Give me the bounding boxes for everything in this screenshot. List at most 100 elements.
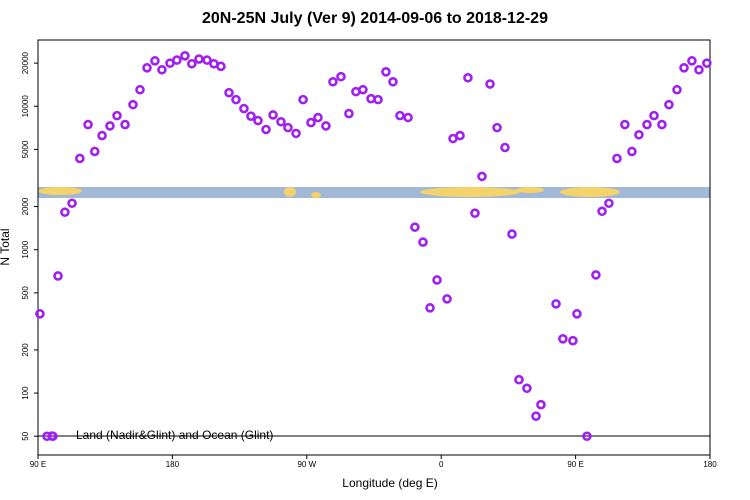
point — [97, 130, 107, 141]
point — [321, 121, 331, 131]
point — [612, 153, 622, 164]
point — [142, 63, 152, 73]
point — [664, 99, 674, 110]
x-tick-label: 90 E — [30, 460, 46, 469]
point — [358, 84, 368, 95]
point — [216, 61, 226, 72]
point — [634, 129, 644, 140]
point — [128, 99, 138, 110]
point — [442, 294, 452, 304]
x-tick-label: 90 W — [297, 460, 316, 469]
point — [642, 119, 652, 130]
point — [83, 119, 93, 130]
point — [507, 229, 517, 239]
point — [463, 72, 473, 83]
point — [687, 56, 697, 66]
point — [381, 67, 391, 77]
x-tick-label: 0 — [439, 460, 444, 469]
point — [395, 110, 405, 121]
point — [702, 58, 712, 68]
legend-marker — [47, 431, 57, 441]
point — [239, 103, 249, 114]
point — [627, 146, 637, 157]
point — [492, 122, 502, 133]
point — [344, 108, 354, 119]
point — [35, 309, 45, 319]
point — [105, 121, 115, 131]
y-tick-label: 10000 — [21, 95, 30, 118]
point — [157, 64, 167, 75]
y-tick-label: 20000 — [21, 51, 30, 74]
y-tick-label: 2000 — [21, 197, 30, 215]
point — [172, 55, 182, 65]
point — [336, 71, 346, 82]
point — [180, 51, 190, 61]
x-axis-label: Longitude (deg E) — [342, 476, 437, 490]
point — [53, 271, 63, 281]
point — [522, 383, 532, 394]
point — [261, 124, 271, 135]
point — [597, 206, 607, 217]
point — [425, 303, 435, 313]
point — [679, 63, 689, 73]
map-strip — [38, 187, 710, 198]
y-tick-label: 100 — [21, 386, 30, 400]
point — [60, 207, 70, 218]
point — [620, 119, 630, 130]
point — [202, 55, 212, 65]
y-tick-label: 200 — [21, 343, 30, 357]
point — [283, 122, 293, 133]
point — [672, 84, 682, 95]
point — [572, 309, 582, 319]
point — [328, 76, 338, 87]
point — [470, 208, 480, 218]
point — [253, 115, 263, 126]
point — [194, 54, 204, 64]
point — [403, 112, 413, 123]
point — [89, 146, 100, 157]
y-tick-label: 50 — [21, 431, 30, 440]
point — [432, 275, 442, 285]
point — [455, 130, 465, 141]
point — [268, 110, 278, 120]
point — [568, 335, 578, 346]
point — [150, 56, 160, 66]
y-tick-label: 5000 — [21, 140, 30, 158]
point — [649, 110, 659, 121]
point — [135, 84, 145, 95]
x-tick-label: 180 — [166, 460, 180, 469]
point — [582, 431, 592, 442]
point — [313, 112, 323, 123]
point — [112, 110, 122, 121]
point — [231, 94, 241, 105]
point — [604, 198, 614, 209]
point — [477, 171, 487, 182]
point — [531, 411, 541, 421]
point — [298, 94, 308, 105]
point — [120, 119, 130, 130]
point — [551, 299, 561, 309]
y-axis-label: N Total — [0, 228, 12, 265]
point — [591, 270, 601, 280]
point — [291, 128, 301, 139]
point — [514, 374, 524, 385]
chart-title: 20N-25N July (Ver 9) 2014-09-06 to 2018-… — [202, 10, 548, 27]
x-tick-label: 180 — [703, 460, 717, 469]
point — [306, 117, 316, 128]
point — [276, 116, 286, 127]
y-tick-label: 1000 — [21, 240, 30, 258]
point — [485, 79, 495, 89]
x-tick-label: 90 E — [567, 460, 583, 469]
point — [657, 119, 667, 130]
point — [75, 153, 85, 164]
y-tick-label: 500 — [21, 286, 30, 300]
point — [500, 142, 510, 153]
legend-label: Land (Nadir&Glint) and Ocean (Glint) — [76, 428, 273, 442]
point — [67, 198, 77, 209]
point — [187, 58, 197, 69]
point — [224, 87, 234, 98]
point — [694, 64, 704, 75]
point — [246, 111, 256, 122]
point — [388, 76, 398, 87]
